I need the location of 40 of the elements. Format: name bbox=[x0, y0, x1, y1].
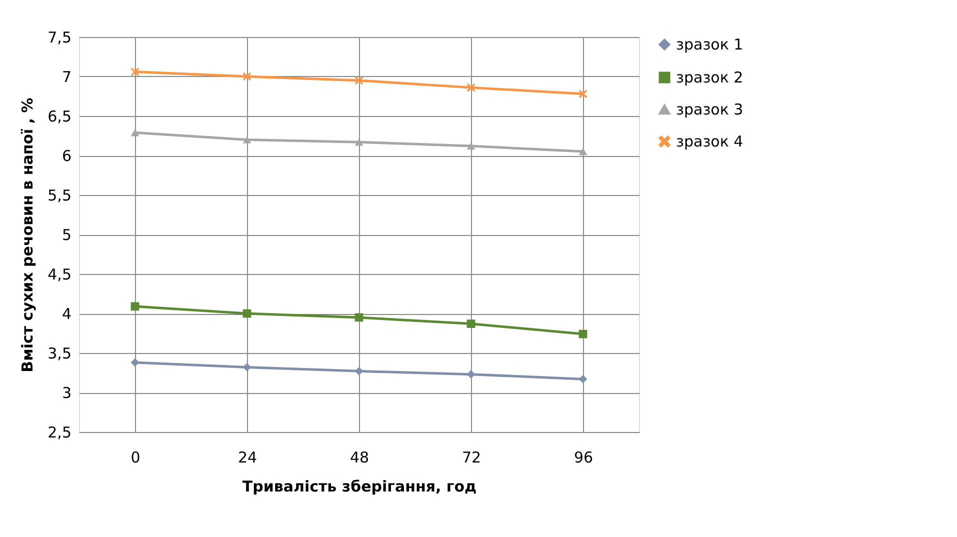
point bbox=[130, 68, 140, 76]
point bbox=[242, 363, 252, 372]
y-tick-label: 3,5 bbox=[48, 344, 72, 362]
point bbox=[354, 76, 364, 85]
point bbox=[130, 358, 140, 367]
legend-label: зразок 3 bbox=[676, 100, 744, 118]
x-tick-label: 24 bbox=[238, 448, 258, 466]
x-tick-label: 96 bbox=[574, 448, 594, 466]
y-tick-label: 3 bbox=[62, 384, 72, 402]
legend-label: зразок 4 bbox=[676, 132, 744, 150]
point bbox=[466, 83, 476, 92]
point bbox=[242, 309, 252, 318]
point bbox=[578, 330, 588, 338]
point bbox=[578, 90, 588, 98]
y-tick-label: 2,5 bbox=[48, 424, 72, 442]
y-tick-label: 6,5 bbox=[48, 108, 72, 126]
point bbox=[578, 148, 588, 156]
point bbox=[354, 313, 364, 322]
y-tick-label: 6 bbox=[62, 147, 72, 165]
point bbox=[466, 142, 476, 150]
point bbox=[466, 320, 476, 328]
y-tick-label: 4 bbox=[62, 305, 72, 323]
point bbox=[130, 128, 140, 136]
point bbox=[354, 138, 364, 146]
legend-label: зразок 1 bbox=[676, 36, 744, 54]
y-tick-label: 5 bbox=[62, 226, 72, 244]
x-tick-label: 0 bbox=[130, 448, 140, 466]
point bbox=[242, 136, 252, 144]
point bbox=[130, 302, 140, 311]
y-axis-title: Вміст сухих речовин в напої , % bbox=[18, 98, 37, 372]
y-tick-label: 7,5 bbox=[48, 28, 72, 46]
x-tick-label: 48 bbox=[350, 448, 370, 466]
y-tick-label: 5,5 bbox=[48, 186, 72, 204]
legend-label: зразок 2 bbox=[676, 68, 744, 86]
y-tick-label: 4,5 bbox=[48, 266, 72, 284]
y-tick-label: 7 bbox=[62, 68, 72, 86]
point bbox=[578, 374, 588, 384]
point bbox=[242, 72, 252, 81]
x-axis-title: Тривалість зберігання, год bbox=[242, 478, 477, 496]
x-tick-label: 72 bbox=[462, 448, 482, 466]
